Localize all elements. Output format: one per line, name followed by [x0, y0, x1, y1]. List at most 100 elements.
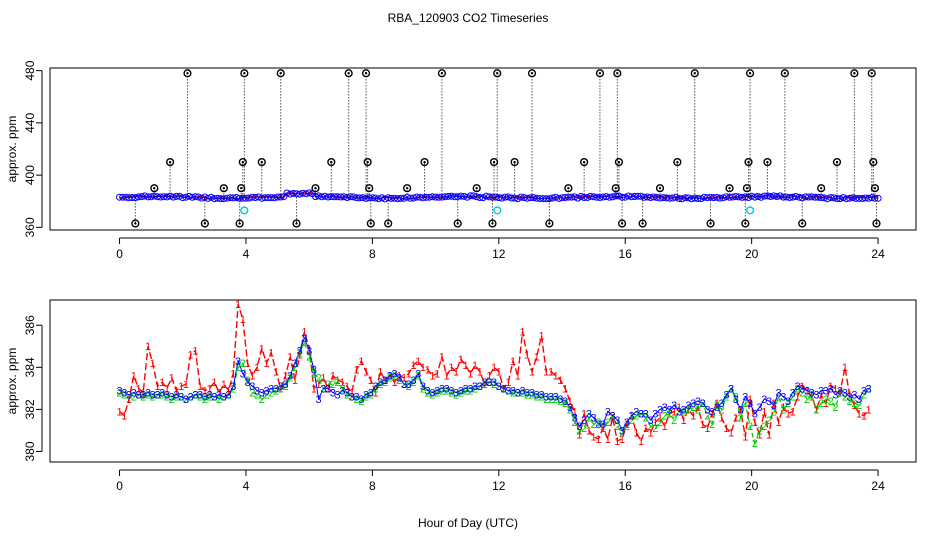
top-spike-marker [363, 157, 372, 167]
bottom-series-3-point: 3 [154, 390, 160, 402]
bottom-series-1-point: 1 [230, 368, 236, 380]
bottom-series-2-point: 2 [775, 392, 781, 404]
bottom-series-3-point: 3 [377, 377, 383, 389]
bottom-series-3-point: 3 [723, 390, 729, 402]
bottom-series-1-point: 1 [429, 371, 435, 383]
bottom-series-1-point: 1 [216, 387, 222, 399]
bottom-series-2-point: 2 [605, 417, 611, 429]
bottom-series-3-point: 3 [297, 345, 303, 357]
top-y-tick-label: 480 [23, 60, 37, 80]
top-spike-marker [725, 184, 734, 193]
bottom-series-2-point: 2 [439, 385, 445, 397]
bottom-series-1-point: 1 [633, 427, 639, 439]
bottom-series-2-point: 2 [453, 390, 459, 402]
bottom-series-2-point: 2 [534, 392, 540, 404]
top-spike-marker-dot [709, 222, 712, 225]
top-blue-point [757, 193, 765, 201]
bottom-series-2-point: 2 [121, 390, 127, 402]
bottom-series-3-point: 3 [216, 390, 222, 402]
bottom-series-3-point: 3 [164, 390, 170, 402]
bottom-series-3-point: 3 [837, 385, 843, 397]
top-cyan-point [240, 206, 249, 215]
bottom-series-1-point: 1 [761, 406, 767, 418]
bottom-series-1-point: 1 [510, 356, 516, 368]
bottom-series-2-point: 2 [131, 392, 137, 404]
top-blue-point [732, 193, 740, 200]
top-cyan-point [493, 206, 502, 215]
top-spike-marker-dot [748, 72, 752, 75]
bottom-series-1-point: 1 [605, 434, 611, 446]
bottom-series-1-point: 1 [197, 381, 203, 393]
bottom-series-2-point: 2 [339, 383, 345, 395]
bottom-series-3-point: 3 [292, 358, 298, 370]
bottom-series-1-point: 1 [757, 429, 763, 441]
top-blue-point [517, 193, 525, 201]
bottom-series-2-point: 2 [154, 390, 160, 402]
top-spike-marker-dot [153, 186, 156, 190]
bottom-series-2-point: 2 [278, 383, 284, 395]
bottom-series-1-point: 1 [311, 383, 317, 395]
bottom-series-3-point: 3 [719, 398, 725, 410]
top-spike-marker [655, 184, 665, 193]
bottom-series-2-point: 2 [657, 417, 663, 429]
bottom-series-3-point: 3 [847, 392, 853, 404]
top-spike-marker-dot [801, 222, 804, 225]
bottom-series-3-point: 3 [477, 381, 483, 393]
bottom-series-3-point: 3 [866, 383, 872, 395]
top-x-tick-label: 16 [619, 247, 633, 261]
bottom-series-3-point: 3 [614, 415, 620, 427]
bottom-y-tick-label: 382 [23, 399, 37, 419]
top-spike-marker [257, 157, 266, 167]
bottom-series-3-point: 3 [695, 396, 701, 408]
top-x-tick-label: 20 [745, 247, 759, 261]
top-spike-marker-dot [368, 186, 371, 190]
top-panel-marks [116, 69, 882, 228]
bottom-series-2-point: 2 [790, 392, 796, 404]
bottom-series-2-point: 2 [311, 368, 317, 380]
bottom-series-3-point: 3 [335, 390, 341, 402]
bottom-series-2-point: 2 [363, 392, 369, 404]
top-spike-marker [690, 69, 699, 78]
top-spike-marker [420, 157, 429, 167]
bottom-series-1-point: 1 [301, 326, 307, 338]
bottom-series-1-point: 1 [396, 371, 402, 383]
bottom-series-3-point: 3 [700, 398, 706, 410]
bottom-series-3-point: 3 [771, 400, 777, 412]
bottom-series-2-point: 2 [709, 419, 715, 431]
bottom-series-3-point: 3 [752, 408, 758, 420]
bottom-series-1-point: 1 [330, 371, 336, 383]
top-spike-marker [327, 157, 336, 167]
bottom-series-2-point: 2 [809, 390, 815, 402]
top-blue-point [463, 193, 471, 201]
top-spike-marker-dot [617, 160, 621, 164]
bottom-series-3-point: 3 [676, 406, 682, 418]
bottom-series-3-point: 3 [401, 379, 407, 391]
bottom-series-1-point: 1 [553, 371, 559, 383]
top-spike-marker [131, 219, 140, 228]
bottom-series-3-point: 3 [591, 413, 597, 425]
bottom-series-2-point: 2 [766, 415, 772, 427]
bottom-series-3-point: 3 [458, 385, 464, 397]
bottom-series-1-point: 1 [273, 366, 279, 378]
bottom-y-tick-label: 380 [23, 441, 37, 461]
top-y-tick-label: 440 [23, 113, 37, 133]
bottom-series-2-point: 2 [733, 392, 739, 404]
bottom-series-2-point: 2 [444, 385, 450, 397]
bottom-series-3-point: 3 [685, 400, 691, 412]
bottom-series-3-point: 3 [448, 385, 454, 397]
top-spike-marker-dot [134, 222, 137, 225]
bottom-x-tick-label: 0 [116, 479, 123, 493]
bottom-series-2-point: 2 [377, 379, 383, 391]
bottom-series-3-point: 3 [794, 381, 800, 393]
bottom-series-2-point: 2 [638, 408, 644, 420]
bottom-series-3-point: 3 [420, 381, 426, 393]
bottom-series-1-point: 1 [188, 350, 194, 362]
top-spike-marker-dot [853, 72, 856, 75]
bottom-series-1-point: 1 [700, 419, 706, 431]
bottom-series-1-point: 1 [278, 383, 284, 395]
bottom-series-3-point: 3 [391, 368, 397, 380]
top-spike-marker [564, 184, 573, 193]
top-x-tick-label: 8 [369, 247, 376, 261]
bottom-series-1-point: 1 [638, 436, 644, 448]
